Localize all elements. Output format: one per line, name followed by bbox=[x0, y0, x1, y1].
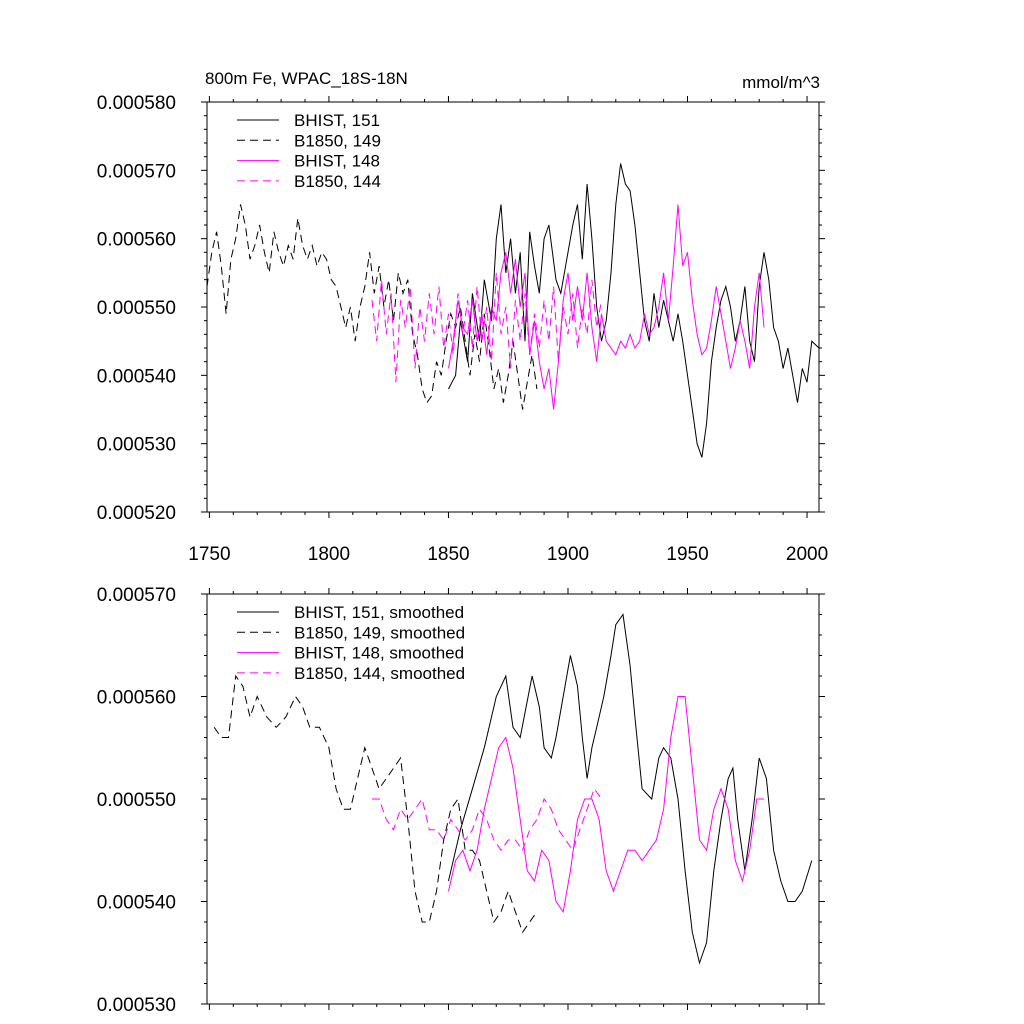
y-tick-label: 0.000570 bbox=[97, 161, 176, 182]
series-line-1 bbox=[206, 204, 538, 410]
y-tick-label: 0.000530 bbox=[97, 995, 176, 1016]
y-tick-label: 0.000530 bbox=[97, 435, 176, 456]
bottom-series-lines bbox=[213, 613, 813, 965]
series-line-0 bbox=[448, 613, 813, 965]
y-tick-label: 0.000560 bbox=[97, 230, 176, 251]
y-tick-label: 0.000540 bbox=[97, 366, 176, 387]
legend-label: B1850, 149, smoothed bbox=[294, 623, 465, 642]
top-plot-frame bbox=[206, 101, 820, 513]
top-panel: 800m Fe, WPAC_18S-18N mmol/m^3 0.0005200… bbox=[97, 69, 828, 565]
series-line-2 bbox=[448, 204, 765, 410]
y-tick-label: 0.000540 bbox=[97, 893, 176, 914]
x-tick-label: 1800 bbox=[308, 544, 350, 565]
x-tick-label: 1950 bbox=[666, 544, 708, 565]
series-line-3 bbox=[372, 787, 602, 852]
y-tick-label: 0.000570 bbox=[97, 585, 176, 606]
legend-label: BHIST, 151 bbox=[294, 111, 380, 130]
series-line-0 bbox=[448, 163, 820, 458]
y-tick-label: 0.000560 bbox=[97, 688, 176, 709]
legend-label: B1850, 144 bbox=[294, 172, 381, 191]
x-tick-label: 1750 bbox=[188, 544, 230, 565]
series-line-1 bbox=[213, 674, 538, 934]
bottom-y-ticks: 0.000530 0.000540 0.000550 0.000560 0.000570 bbox=[97, 585, 825, 1016]
legend-label: B1850, 149 bbox=[294, 131, 381, 150]
legend-label: BHIST, 151, smoothed bbox=[294, 603, 464, 622]
y-tick-label: 0.000550 bbox=[97, 298, 176, 319]
x-tick-label: 2000 bbox=[786, 544, 828, 565]
top-y-ticks: 0.000520 0.000530 0.000540 0.000550 0.000560… bbox=[97, 93, 825, 524]
top-series-lines bbox=[206, 163, 820, 458]
top-panel-units: mmol/m^3 bbox=[742, 73, 820, 92]
x-tick-label: 1900 bbox=[547, 544, 589, 565]
legend-label: BHIST, 148, smoothed bbox=[294, 644, 464, 663]
bottom-panel: 0.000530 0.000540 0.000550 0.000560 0.000570… bbox=[97, 585, 825, 1016]
series-line-3 bbox=[371, 272, 602, 383]
y-tick-label: 0.000550 bbox=[97, 790, 176, 811]
y-tick-label: 0.000580 bbox=[97, 93, 176, 114]
top-x-ticks: 1750 1800 1850 1900 1950 2000 bbox=[188, 96, 828, 565]
bottom-plot-frame bbox=[206, 593, 820, 1005]
legend-label: B1850, 144, smoothed bbox=[294, 664, 465, 683]
top-panel-title: 800m Fe, WPAC_18S-18N bbox=[205, 69, 408, 88]
y-tick-label: 0.000520 bbox=[97, 503, 176, 524]
x-tick-label: 1850 bbox=[427, 544, 469, 565]
legend-label: BHIST, 148 bbox=[294, 152, 380, 171]
series-line-2 bbox=[448, 696, 764, 914]
